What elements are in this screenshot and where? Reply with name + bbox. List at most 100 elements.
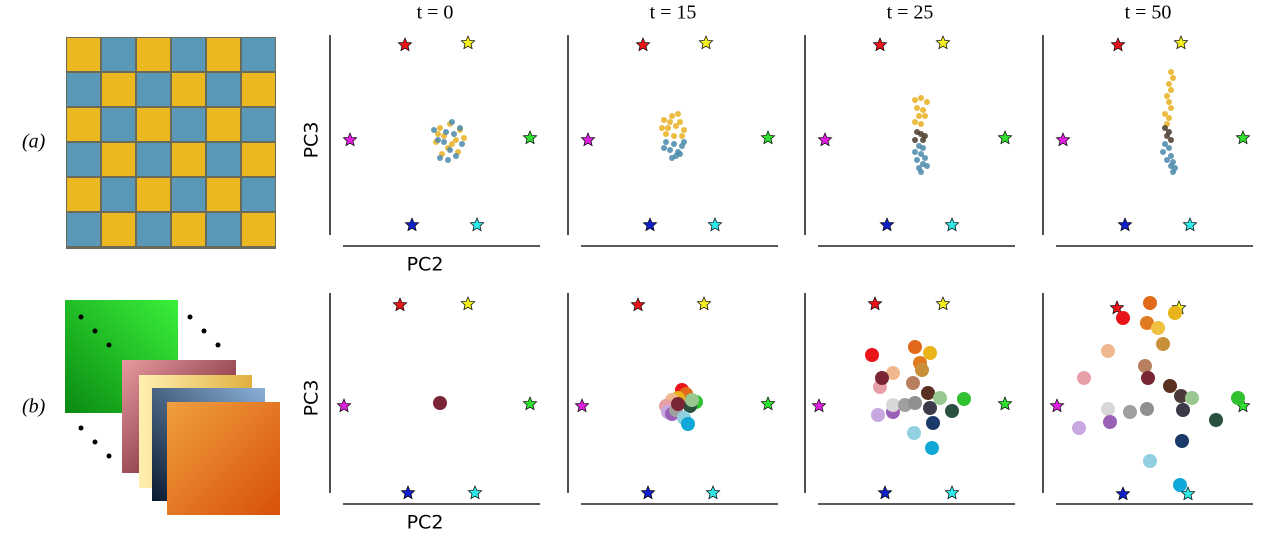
anchor-star — [636, 38, 649, 51]
anchor-star — [581, 133, 594, 146]
tile — [137, 178, 170, 211]
tile — [102, 143, 135, 176]
point — [435, 137, 441, 143]
tile — [67, 108, 100, 141]
anchor-star — [878, 486, 891, 499]
anchor-star — [873, 38, 886, 51]
point — [1166, 145, 1172, 151]
tile — [207, 73, 240, 106]
anchor-star — [699, 36, 712, 49]
texture-image — [66, 37, 276, 249]
point — [912, 149, 918, 155]
point — [437, 125, 443, 131]
tile — [102, 73, 135, 106]
point — [945, 404, 959, 418]
tile — [67, 38, 100, 71]
point — [1168, 69, 1174, 75]
point — [1140, 402, 1154, 416]
tile — [242, 73, 275, 106]
tile — [242, 213, 275, 246]
dot — [188, 315, 193, 320]
point — [925, 441, 939, 455]
anchor-star — [945, 218, 958, 231]
point — [1185, 391, 1199, 405]
point — [1166, 81, 1172, 87]
tile — [172, 38, 205, 71]
point — [445, 157, 451, 163]
dot — [93, 329, 98, 334]
point — [677, 151, 683, 157]
point — [667, 147, 673, 153]
panel-title: t = 15 — [650, 2, 697, 24]
point — [1170, 169, 1176, 175]
figure: (a) (b) t = 0PC2PC3t = 15t = 25t = 50PC2… — [0, 0, 1262, 540]
point — [918, 169, 924, 175]
point — [453, 153, 459, 159]
anchor-star — [708, 218, 721, 231]
point — [671, 397, 685, 411]
point — [920, 107, 926, 113]
point — [675, 111, 681, 117]
tile — [67, 73, 100, 106]
point — [1163, 379, 1177, 393]
tile — [242, 38, 275, 71]
anchor-star — [631, 298, 644, 311]
dot — [79, 315, 84, 320]
point — [923, 401, 937, 415]
tile — [102, 213, 135, 246]
anchor-star — [405, 218, 418, 231]
tile — [207, 178, 240, 211]
y-axis-label: PC3 — [301, 380, 323, 417]
point — [1116, 311, 1130, 325]
point — [1141, 371, 1155, 385]
point — [1077, 371, 1091, 385]
point — [669, 155, 675, 161]
tile — [137, 73, 170, 106]
point — [906, 376, 920, 390]
point — [1166, 99, 1172, 105]
point — [914, 105, 920, 111]
dot — [202, 329, 207, 334]
panel-title: t = 50 — [1125, 2, 1172, 24]
tile — [102, 38, 135, 71]
point — [1123, 405, 1137, 419]
point — [916, 113, 922, 119]
anchor-star — [398, 38, 411, 51]
tile — [67, 213, 100, 246]
point — [924, 99, 930, 105]
point — [1173, 478, 1187, 492]
point — [437, 155, 443, 161]
point — [449, 141, 455, 147]
tile — [172, 143, 205, 176]
point — [1143, 454, 1157, 468]
anchor-star — [998, 131, 1011, 144]
anchor-star — [1111, 38, 1124, 51]
point — [957, 392, 971, 406]
tile — [172, 213, 205, 246]
tile — [67, 143, 100, 176]
anchor-star — [880, 218, 893, 231]
anchor-star — [818, 133, 831, 146]
panel-title: t = 0 — [417, 2, 454, 24]
tile — [242, 108, 275, 141]
point — [451, 131, 457, 137]
point — [1143, 296, 1157, 310]
point — [1151, 321, 1165, 335]
point — [671, 141, 677, 147]
anchor-star — [761, 131, 774, 144]
point — [441, 139, 447, 145]
anchor-star — [868, 297, 881, 310]
point — [923, 346, 937, 360]
anchor-star — [1056, 133, 1069, 146]
dot — [107, 454, 112, 459]
anchor-star — [523, 131, 536, 144]
point — [461, 135, 467, 141]
point — [908, 340, 922, 354]
anchor-star — [401, 486, 414, 499]
anchor-star — [1174, 36, 1187, 49]
point — [1072, 421, 1086, 435]
point — [433, 396, 447, 410]
point — [1168, 137, 1174, 143]
point — [661, 117, 667, 123]
anchor-star — [337, 399, 350, 412]
